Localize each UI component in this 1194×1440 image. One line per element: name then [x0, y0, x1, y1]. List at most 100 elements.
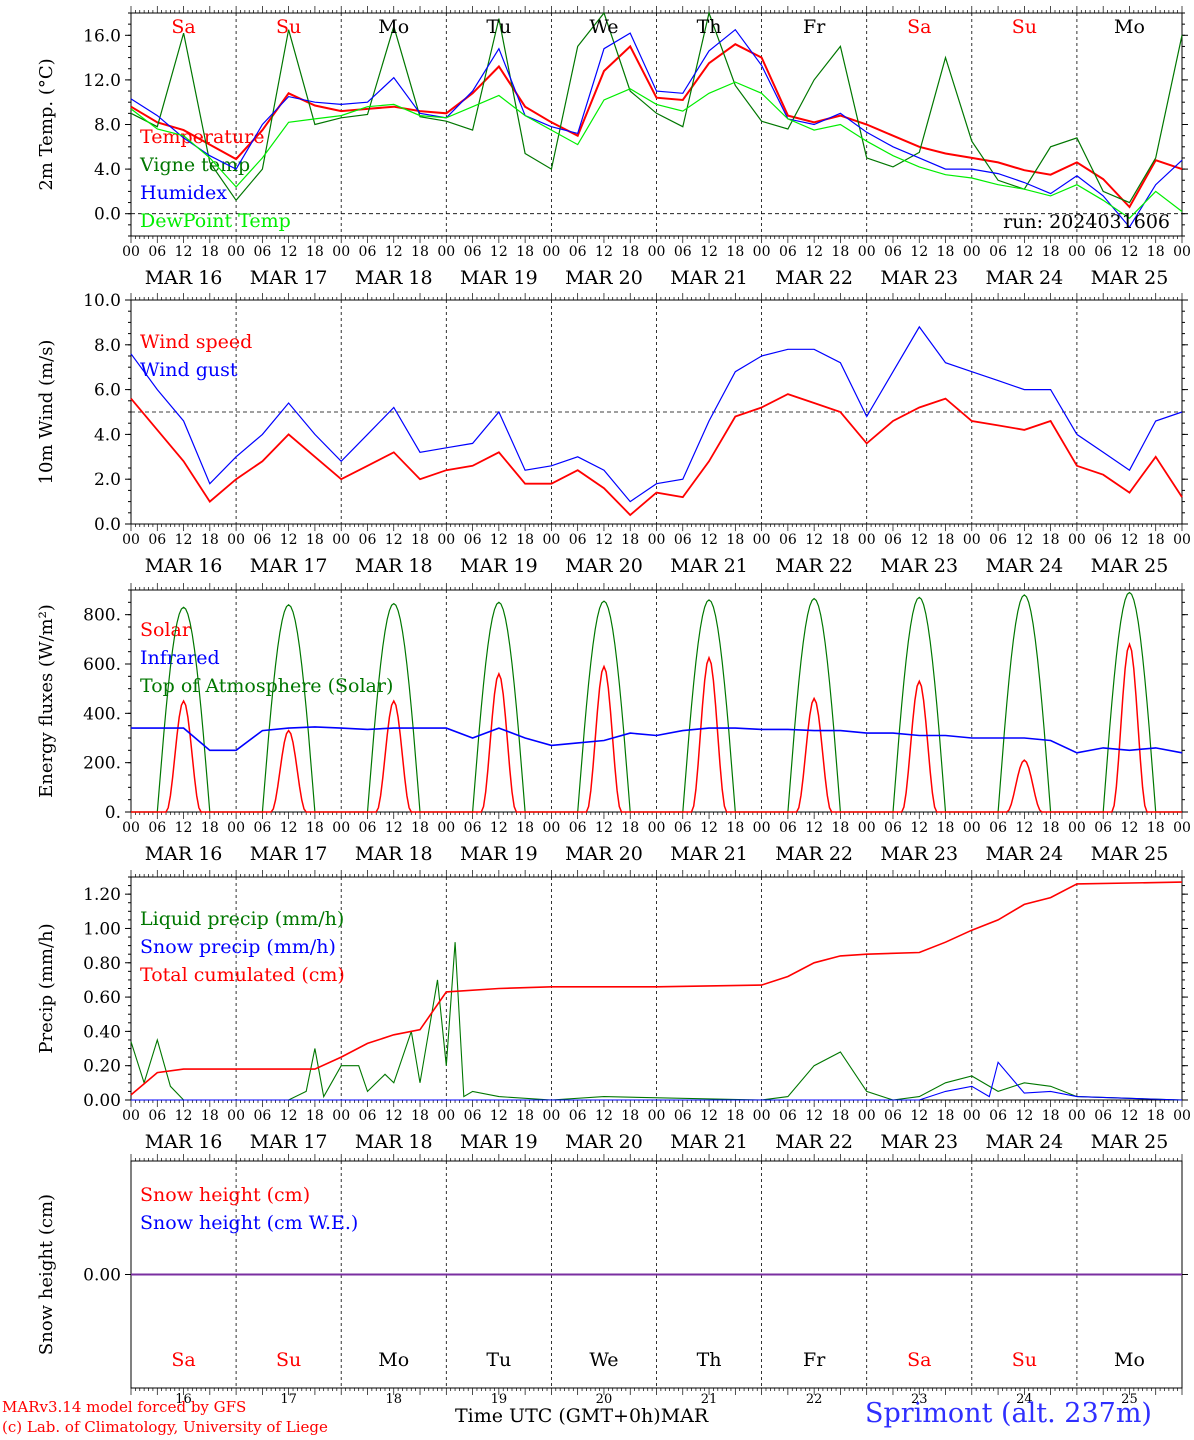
- hour-tick-label: 06: [674, 244, 692, 260]
- day-label: MAR 16: [145, 843, 223, 865]
- hour-tick-label: 06: [884, 820, 902, 836]
- hour-tick-label: 06: [569, 532, 587, 548]
- y-tick-label: 600.: [83, 655, 121, 675]
- hour-tick-label: 00: [122, 244, 140, 260]
- day-label: MAR 22: [775, 267, 853, 289]
- panel-frame: [130, 12, 1183, 237]
- hour-tick-label: 18: [411, 1108, 429, 1124]
- hour-tick-label: 00: [963, 820, 981, 836]
- y-tick-label: 16.0: [83, 26, 121, 46]
- y-tick-label: 8.0: [94, 336, 121, 356]
- day-label: MAR 17: [250, 555, 328, 577]
- weekday-label: Su: [276, 1349, 301, 1371]
- weekday-label: Mo: [378, 16, 409, 38]
- hour-tick-label: 00: [227, 820, 245, 836]
- weekday-label: Sa: [907, 1349, 931, 1371]
- legend-entry: Temperature: [140, 126, 264, 148]
- series-line: [131, 726, 1183, 754]
- day-label: MAR 17: [250, 267, 328, 289]
- hour-tick-label: 00: [122, 820, 140, 836]
- hour-tick-label: 00: [332, 1108, 350, 1124]
- day-label: MAR 18: [355, 555, 433, 577]
- y-tick-label: 0.80: [83, 954, 121, 974]
- hour-tick-label: 06: [989, 1108, 1007, 1124]
- y-tick-label: 6.0: [94, 381, 121, 401]
- legend-entry: Humidex: [140, 182, 227, 204]
- hour-tick-label: 00: [332, 532, 350, 548]
- day-label: MAR 18: [355, 1131, 433, 1153]
- hour-tick-label: 06: [148, 1108, 166, 1124]
- hour-tick-label: 00: [1068, 244, 1086, 260]
- hour-tick-label: 18: [1147, 244, 1165, 260]
- hour-tick-label: 18: [306, 1108, 324, 1124]
- y-tick-label: 800.: [83, 606, 121, 626]
- hour-tick-label: 00: [227, 244, 245, 260]
- day-label: MAR 21: [670, 267, 748, 289]
- y-tick-label: 2.0: [94, 470, 121, 490]
- hour-tick-label: 18: [832, 532, 850, 548]
- hour-tick-label: 00: [227, 532, 245, 548]
- hour-tick-label: 12: [385, 820, 403, 836]
- hour-tick-label: 00: [753, 1108, 771, 1124]
- hour-tick-label: 06: [464, 1108, 482, 1124]
- hour-tick-label: 18: [306, 820, 324, 836]
- hour-tick-label: 18: [1147, 1108, 1165, 1124]
- hour-tick-label: 18: [621, 820, 639, 836]
- hour-tick-label: 00: [227, 1108, 245, 1124]
- hour-tick-label: 18: [1147, 820, 1165, 836]
- day-label: MAR 25: [1091, 843, 1169, 865]
- hour-tick-label: 18: [306, 244, 324, 260]
- hour-tick-label: 18: [1042, 532, 1060, 548]
- hour-tick-label: 06: [148, 244, 166, 260]
- hour-tick-label: 00: [542, 244, 560, 260]
- series-line: [130, 393, 1183, 517]
- day-label: MAR 23: [880, 1131, 958, 1153]
- y-axis-label: Energy fluxes (W/m²): [36, 604, 57, 798]
- hour-tick-label: 12: [1015, 1108, 1033, 1124]
- hour-tick-label: 18: [306, 532, 324, 548]
- hour-tick-label: 12: [280, 820, 298, 836]
- hour-tick-label: 12: [385, 244, 403, 260]
- y-tick-label: 200.: [83, 754, 121, 774]
- y-tick-label: 8.0: [94, 116, 121, 136]
- legend-entry: Solar: [140, 619, 192, 641]
- weekday-label: Su: [1012, 1349, 1037, 1371]
- weekday-label: Sa: [171, 1349, 195, 1371]
- hour-tick-label: 12: [175, 532, 193, 548]
- legend-entry: Wind gust: [140, 359, 238, 381]
- day-label: MAR 19: [460, 555, 538, 577]
- weekday-label: Fr: [803, 1349, 826, 1371]
- legend-entry: Total cumulated (cm): [140, 964, 345, 986]
- hour-tick-label: 18: [726, 532, 744, 548]
- series-line: [130, 43, 1183, 209]
- day-label: MAR 23: [880, 555, 958, 577]
- hour-tick-label: 12: [595, 1108, 613, 1124]
- hour-tick-label: 06: [148, 820, 166, 836]
- hour-tick-label: 00: [858, 244, 876, 260]
- y-tick-label: 1.00: [83, 919, 121, 939]
- hour-tick-label: 12: [490, 244, 508, 260]
- hour-tick-label: 12: [1015, 244, 1033, 260]
- series-line: [130, 10, 1183, 204]
- hour-tick-label: 00: [648, 1108, 666, 1124]
- legend-entry: Vigne temp: [139, 154, 250, 176]
- day-label: MAR 23: [880, 267, 958, 289]
- hour-tick-label: 12: [280, 532, 298, 548]
- hour-tick-label: 12: [1121, 532, 1139, 548]
- hour-tick-label: 06: [1094, 820, 1112, 836]
- y-tick-label: 12.0: [83, 71, 121, 91]
- hour-tick-label: 12: [805, 820, 823, 836]
- x-axis-title: Time UTC (GMT+0h)MAR: [455, 1405, 709, 1427]
- hour-tick-label: 12: [280, 1108, 298, 1124]
- day-label: MAR 20: [565, 843, 643, 865]
- hour-tick-label: 12: [595, 532, 613, 548]
- hour-tick-label: 00: [648, 244, 666, 260]
- station-name: Sprimont (alt. 237m): [865, 1398, 1152, 1429]
- hour-tick-label: 06: [148, 532, 166, 548]
- hour-tick-label: 00: [542, 532, 560, 548]
- hour-tick-label: 06: [569, 1108, 587, 1124]
- hour-tick-label: 12: [385, 532, 403, 548]
- hour-tick-label: 12: [910, 820, 928, 836]
- hour-tick-label: 00: [963, 244, 981, 260]
- hour-tick-label: 00: [753, 532, 771, 548]
